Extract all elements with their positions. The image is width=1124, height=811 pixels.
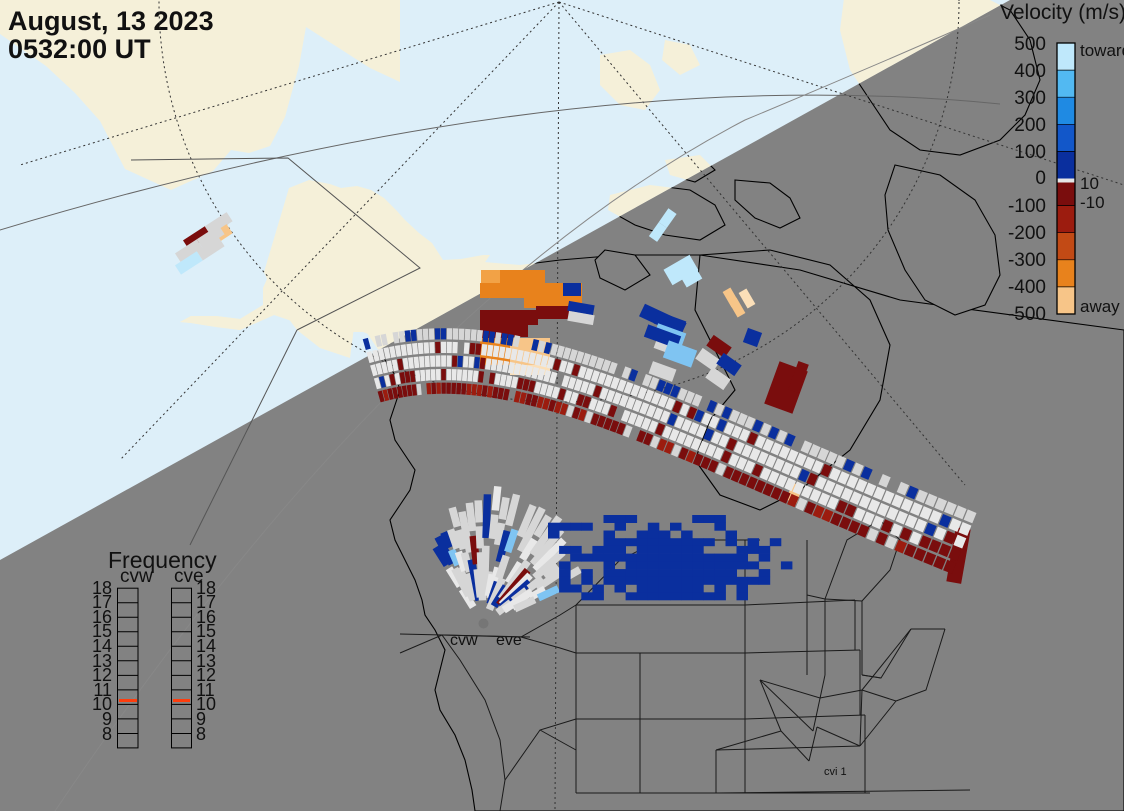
svg-text:August, 13 2023: August, 13 2023	[8, 6, 214, 36]
svg-text:-10: -10	[1080, 193, 1105, 212]
svg-text:400: 400	[1014, 61, 1046, 82]
svg-text:cvi 1: cvi 1	[824, 766, 847, 778]
svg-text:-400: -400	[1008, 277, 1046, 298]
svg-text:eve: eve	[496, 632, 522, 649]
svg-text:cvw: cvw	[450, 632, 478, 649]
svg-text:-200: -200	[1008, 223, 1046, 244]
svg-text:cvw: cvw	[120, 566, 153, 587]
svg-text:-100: -100	[1008, 196, 1046, 217]
svg-text:10: 10	[1080, 174, 1099, 193]
svg-text:8: 8	[102, 724, 112, 744]
svg-text:-300: -300	[1008, 250, 1046, 271]
svg-text:toward: toward	[1080, 41, 1124, 60]
svg-text:8: 8	[196, 724, 206, 744]
svg-text:300: 300	[1014, 88, 1046, 109]
svg-text:0: 0	[1035, 168, 1046, 189]
svg-text:100: 100	[1014, 142, 1046, 163]
svg-text:0532:00 UT: 0532:00 UT	[8, 34, 151, 64]
svg-text:-500: -500	[1008, 304, 1046, 325]
svg-text:away: away	[1080, 297, 1120, 316]
svg-text:500: 500	[1014, 34, 1046, 55]
svg-text:Velocity (m/s): Velocity (m/s)	[1000, 1, 1124, 24]
svg-text:200: 200	[1014, 115, 1046, 136]
